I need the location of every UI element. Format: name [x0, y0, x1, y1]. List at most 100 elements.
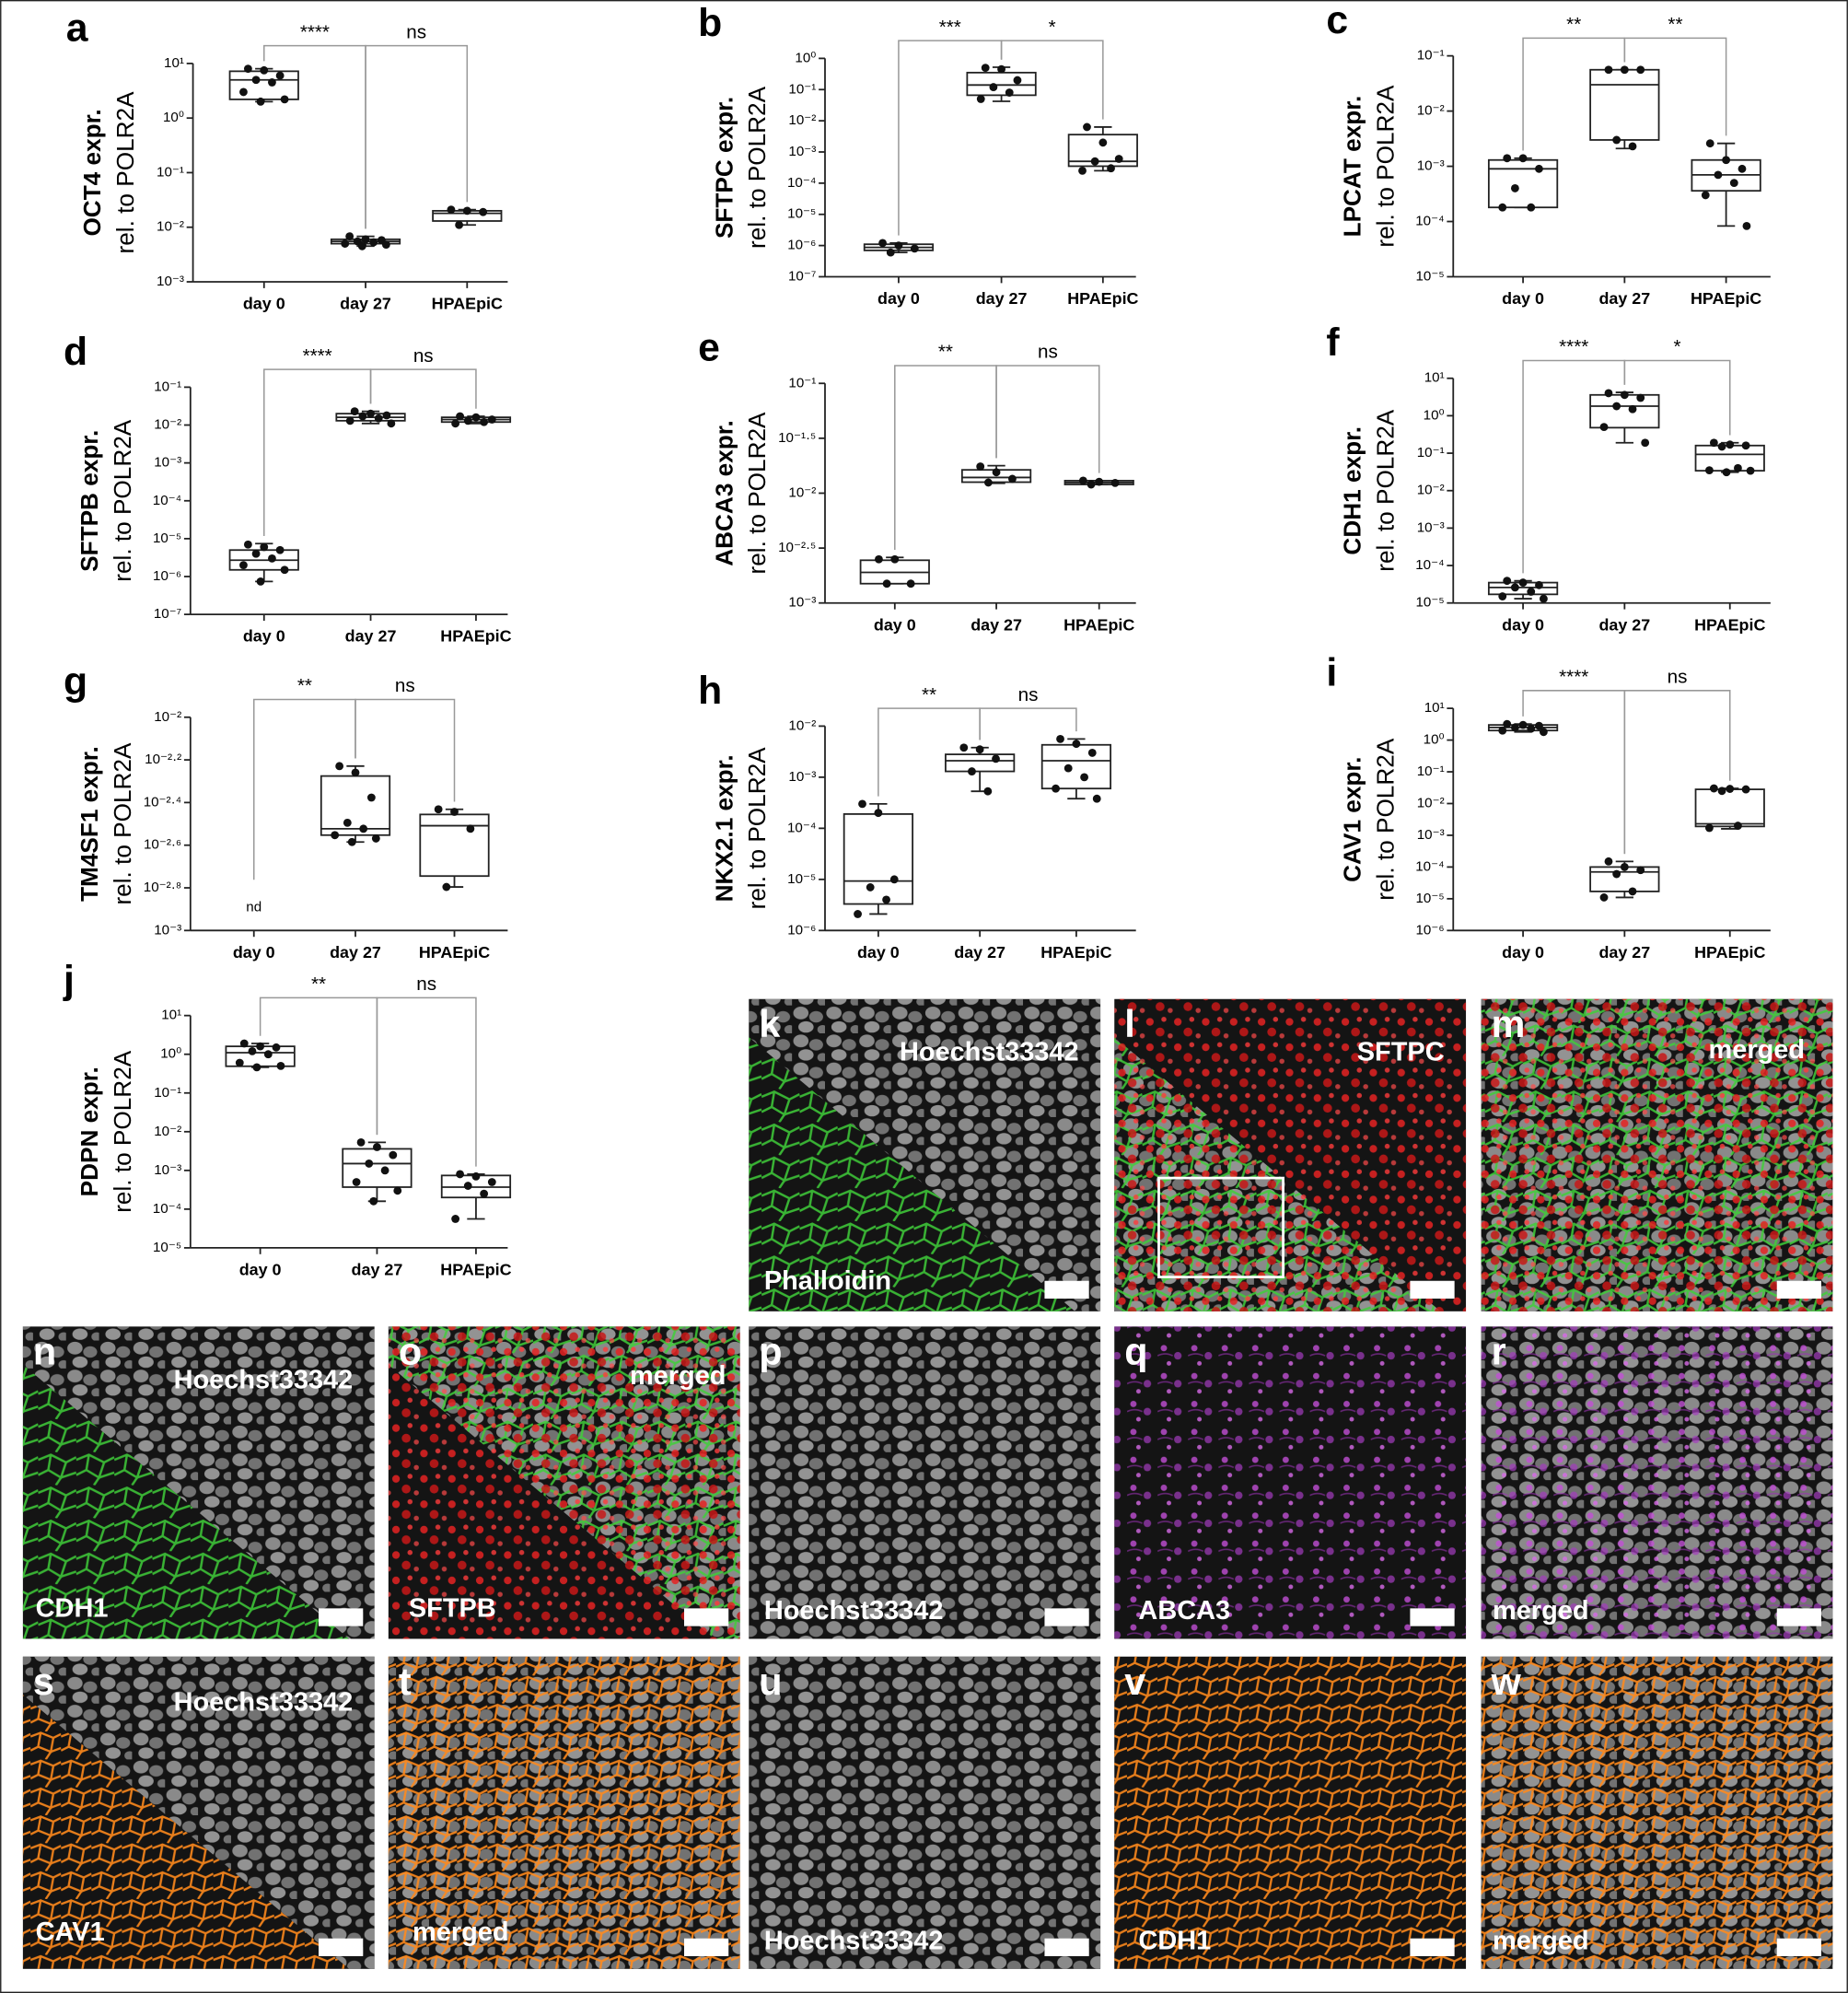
micrograph: k Hoechst33342 Phalloidin — [749, 998, 1101, 1311]
y-axis-label: OCT4 expr. — [78, 109, 106, 236]
y-tick-label: 10⁰ — [163, 110, 184, 125]
data-point — [456, 1170, 464, 1179]
data-point — [275, 71, 285, 80]
scale-bar — [1044, 1608, 1089, 1626]
y-axis-label: CAV1 expr. — [1339, 757, 1366, 882]
scale-bar — [1410, 1280, 1455, 1300]
data-point — [1628, 887, 1637, 896]
y-tick-label: 10¹ — [164, 55, 184, 71]
data-point — [1005, 88, 1014, 97]
micrograph: m merged — [1481, 998, 1833, 1311]
data-point — [1498, 203, 1507, 212]
data-point — [1535, 164, 1543, 173]
y-tick-label: 10⁻³ — [157, 274, 184, 289]
x-tick-label: day 27 — [954, 943, 1005, 962]
data-point — [263, 1050, 273, 1059]
x-tick-label: day 0 — [1502, 615, 1544, 634]
significance-bracket — [979, 707, 1077, 740]
y-axis-label: SFTPC expr. — [710, 97, 738, 239]
data-point — [352, 1178, 361, 1186]
data-point — [1628, 404, 1637, 414]
data-point — [906, 579, 915, 589]
stain-layer — [22, 1656, 375, 1969]
y-axis-label: CDH1 expr. — [1339, 426, 1366, 555]
data-point — [1539, 728, 1548, 737]
channel-label: CDH1 — [1138, 1927, 1211, 1956]
y-tick-label: 10¹ — [161, 1008, 181, 1023]
x-tick-label: HPAEpiC — [1067, 289, 1138, 308]
data-point — [1641, 438, 1650, 448]
micrograph: s Hoechst33342 CAV1 — [22, 1656, 375, 1969]
data-point — [365, 1160, 374, 1168]
y-tick-label: 10⁻¹ — [1417, 445, 1445, 460]
data-point — [1717, 787, 1726, 796]
data-point — [369, 1196, 378, 1206]
data-point — [343, 818, 352, 827]
micrograph: v CDH1 — [1114, 1656, 1467, 1969]
y-tick-label: 10⁻⁴ — [787, 175, 816, 191]
y-tick-label: 10⁻³ — [1417, 827, 1445, 843]
data-point — [1503, 719, 1512, 728]
stain-layer — [749, 1037, 1075, 1311]
data-point — [1535, 721, 1543, 730]
x-tick-label: day 27 — [970, 615, 1022, 634]
y-tick-label: 10⁻⁷ — [788, 268, 816, 284]
stain-layer — [1481, 1326, 1833, 1639]
y-tick-label: 10⁻¹ — [788, 81, 816, 97]
box — [320, 775, 391, 836]
data-point — [1726, 785, 1735, 793]
y-tick-label: 10⁻⁶ — [787, 238, 816, 253]
y-tick-label: 10⁻⁶ — [1416, 922, 1445, 938]
y-tick-label: 10⁻⁵ — [1415, 595, 1444, 611]
panel-letter: g — [64, 659, 87, 704]
data-point — [1527, 724, 1536, 733]
y-tick-label: 10⁻²·⁵ — [778, 540, 816, 555]
y-tick-label: 10⁻² — [788, 717, 816, 733]
x-tick-label: day 0 — [243, 627, 285, 646]
data-point — [1709, 784, 1718, 793]
y-tick-label: 10⁰ — [1424, 732, 1445, 748]
significance-label: ns — [1668, 666, 1688, 687]
significance-label: ** — [311, 973, 326, 995]
y-tick-label: 10⁰ — [160, 1046, 181, 1062]
significance-label: ** — [1566, 14, 1581, 35]
data-point — [1722, 468, 1731, 477]
data-point — [1709, 438, 1718, 448]
data-point — [251, 76, 261, 85]
data-point — [1729, 179, 1738, 188]
box — [1487, 158, 1559, 209]
data-point — [968, 767, 976, 775]
data-point — [347, 837, 356, 846]
data-point — [1510, 583, 1519, 592]
significance-label: ns — [413, 345, 434, 367]
data-point — [341, 239, 350, 248]
data-point — [875, 554, 883, 564]
data-point — [1095, 477, 1104, 486]
data-point — [252, 1063, 262, 1072]
y-tick-label: 10⁻⁶ — [787, 922, 816, 938]
y-tick-label: 10⁻³ — [154, 1162, 181, 1178]
data-point — [1636, 866, 1645, 875]
y-tick-label: 10⁻³ — [788, 595, 816, 611]
data-point — [1701, 191, 1710, 200]
micrograph: o merged SFTPB — [388, 1326, 740, 1639]
significance-bracket — [995, 365, 1100, 473]
data-point — [959, 743, 969, 752]
data-point — [1092, 794, 1101, 803]
box — [1589, 68, 1660, 141]
channel-label: Phalloidin — [764, 1266, 891, 1296]
data-point — [235, 1058, 244, 1067]
data-point — [1722, 156, 1731, 165]
data-point — [387, 419, 396, 428]
data-point — [369, 238, 378, 247]
data-point — [1498, 726, 1507, 735]
stain-layer — [388, 1326, 740, 1639]
data-point — [471, 413, 481, 422]
data-point — [894, 241, 903, 251]
data-point — [335, 762, 344, 771]
significance-label: ns — [416, 973, 436, 995]
y-tick-label: 10⁻¹ — [154, 1085, 181, 1101]
data-point — [1107, 164, 1115, 173]
data-point — [910, 244, 919, 253]
data-point — [858, 799, 866, 809]
